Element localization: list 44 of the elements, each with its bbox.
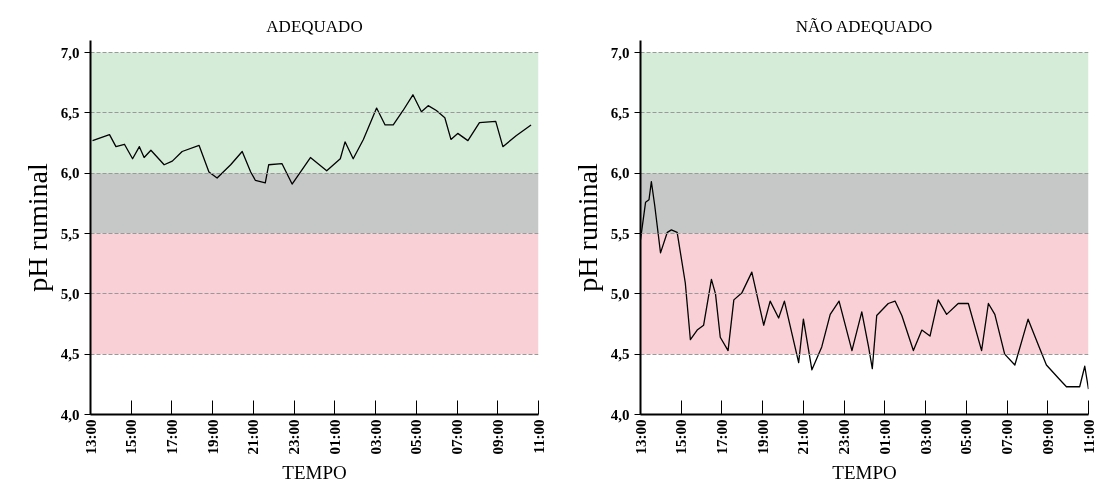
y-tick-label: 6,0 — [60, 165, 80, 182]
x-axis-title: TEMPO — [832, 462, 897, 484]
y-tick-label: 4,0 — [610, 406, 630, 423]
x-tick-label: 15:00 — [673, 419, 690, 455]
x-tick-label: 05:00 — [408, 419, 425, 455]
x-tick-label: 07:00 — [999, 419, 1016, 455]
x-tick-label: 01:00 — [326, 419, 343, 455]
y-tick-label: 6,0 — [610, 165, 630, 182]
x-tick-label: 15:00 — [123, 419, 140, 455]
x-tick-label: 03:00 — [917, 419, 934, 455]
x-tick-label: 19:00 — [204, 419, 221, 455]
x-tick-label: 21:00 — [245, 419, 262, 455]
x-tick-label: 23:00 — [836, 419, 853, 455]
x-tick-label: 13:00 — [632, 419, 649, 455]
x-tick-label: 05:00 — [958, 419, 975, 455]
y-tick-label: 4,0 — [60, 406, 80, 423]
chart-title: ADEQUADO — [266, 16, 363, 36]
y-axis-title: pH ruminal — [21, 163, 53, 292]
y-tick-label: 6,5 — [610, 104, 630, 121]
x-tick-label: 09:00 — [1039, 419, 1056, 455]
y-tick-label: 6,5 — [60, 104, 80, 121]
x-axis-title: TEMPO — [282, 462, 347, 484]
y-tick-label: 5,5 — [610, 225, 630, 242]
y-tick-label: 5,0 — [610, 285, 630, 302]
x-tick-label: 21:00 — [795, 419, 812, 455]
x-tick-label: 13:00 — [82, 419, 99, 455]
x-tick-label: 09:00 — [489, 419, 506, 455]
y-tick-label: 7,0 — [610, 44, 630, 61]
x-tick-label: 23:00 — [286, 419, 303, 455]
x-tick-label: 17:00 — [713, 419, 730, 455]
y-tick-label: 4,5 — [610, 346, 630, 363]
x-tick-label: 03:00 — [367, 419, 384, 455]
x-tick-label: 07:00 — [449, 419, 466, 455]
y-tick-label: 5,0 — [60, 285, 80, 302]
x-tick-label: 19:00 — [754, 419, 771, 455]
y-tick-label: 4,5 — [60, 346, 80, 363]
x-tick-label: 11:00 — [1080, 419, 1097, 454]
y-tick-label: 5,5 — [60, 225, 80, 242]
y-tick-label: 7,0 — [60, 44, 80, 61]
chart-title: NÃO ADEQUADO — [795, 16, 933, 36]
x-tick-label: 11:00 — [530, 419, 547, 454]
x-tick-label: 01:00 — [876, 419, 893, 455]
x-tick-label: 17:00 — [163, 419, 180, 455]
y-axis-title: pH ruminal — [571, 163, 603, 292]
